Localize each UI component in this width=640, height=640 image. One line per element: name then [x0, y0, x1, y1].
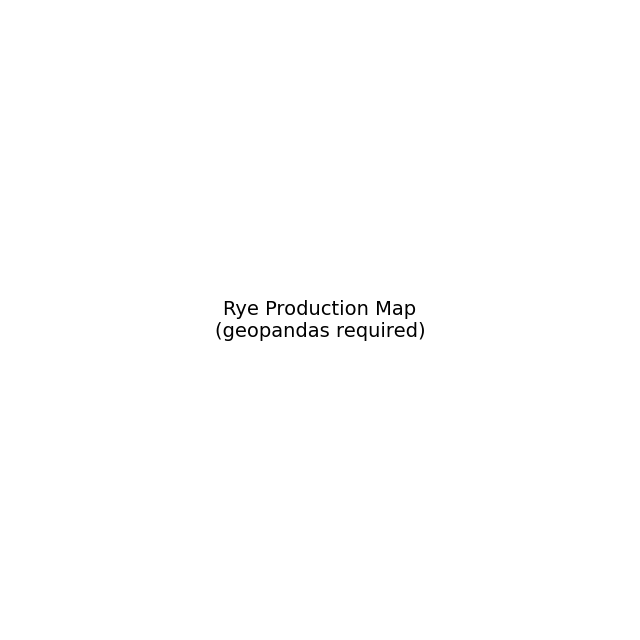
Text: Rye Production Map
(geopandas required): Rye Production Map (geopandas required)	[214, 300, 426, 340]
